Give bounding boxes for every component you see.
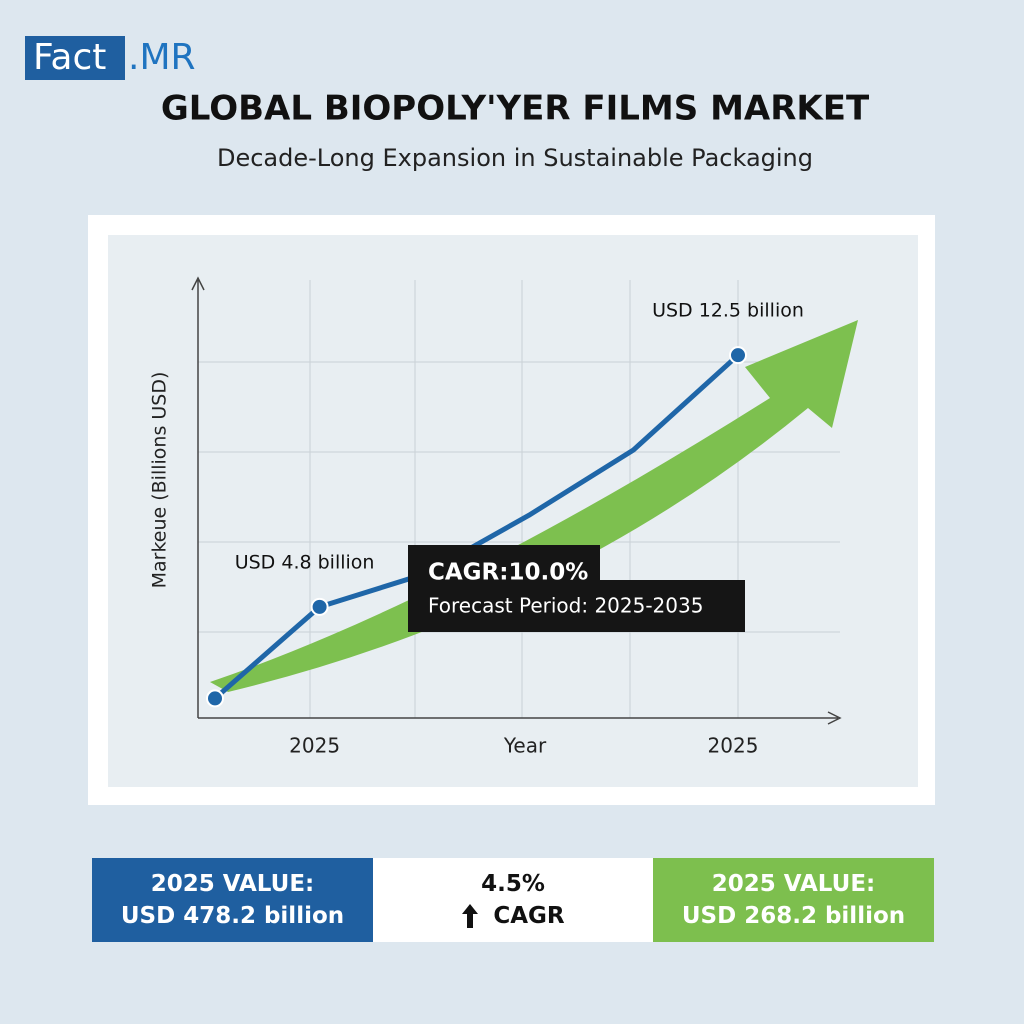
left-line1: 2025 VALUE: (150, 871, 315, 897)
middle-line2: CAGR (493, 903, 565, 929)
logo-left: Fact (33, 37, 106, 78)
middle-line1: 4.5% (481, 871, 545, 897)
middle-summary: 4.5% CAGR (373, 858, 653, 942)
cagr-label: CAGR:10.0% (428, 560, 588, 586)
left-summary: 2025 VALUE: USD 478.2 billion (92, 858, 373, 942)
right-line1: 2025 VALUE: (711, 871, 876, 897)
value-label: USD 12.5 billion (652, 300, 804, 322)
plot-panel (108, 235, 918, 787)
logo-right: .MR (128, 37, 196, 78)
right-summary: 2025 VALUE: USD 268.2 billion (653, 858, 934, 942)
right-line2: USD 268.2 billion (681, 903, 906, 929)
x-tick-label: 2025 (289, 734, 340, 758)
x-axis-label: Year (503, 734, 547, 758)
cagr-box (408, 545, 745, 632)
y-axis-label: Markeue (Billions USD) (149, 372, 171, 589)
point (729, 346, 747, 365)
point (206, 689, 224, 708)
value-label: USD 4.8 billion (235, 551, 375, 573)
x-tick-label: 2025 (708, 734, 759, 758)
chart-subtitle: Decade-Long Expansion in Sustainable Pac… (217, 144, 813, 172)
middle-row: CAGR (461, 900, 565, 932)
line (213, 353, 740, 701)
trend-arrow (210, 320, 858, 692)
forecast-label: Forecast Period: 2025-2035 (428, 594, 703, 618)
up-arrow (462, 904, 479, 928)
marks: 2025 2025 USD 4.8 billion USD 12.5 billion (206, 300, 804, 758)
chart-title: GLOBAL BIOPOLY'YER FILMS MARKET (161, 89, 870, 129)
left-line2: USD 478.2 billion (120, 903, 345, 929)
point (310, 597, 329, 616)
logo-box (25, 36, 125, 80)
axes (191, 276, 842, 725)
